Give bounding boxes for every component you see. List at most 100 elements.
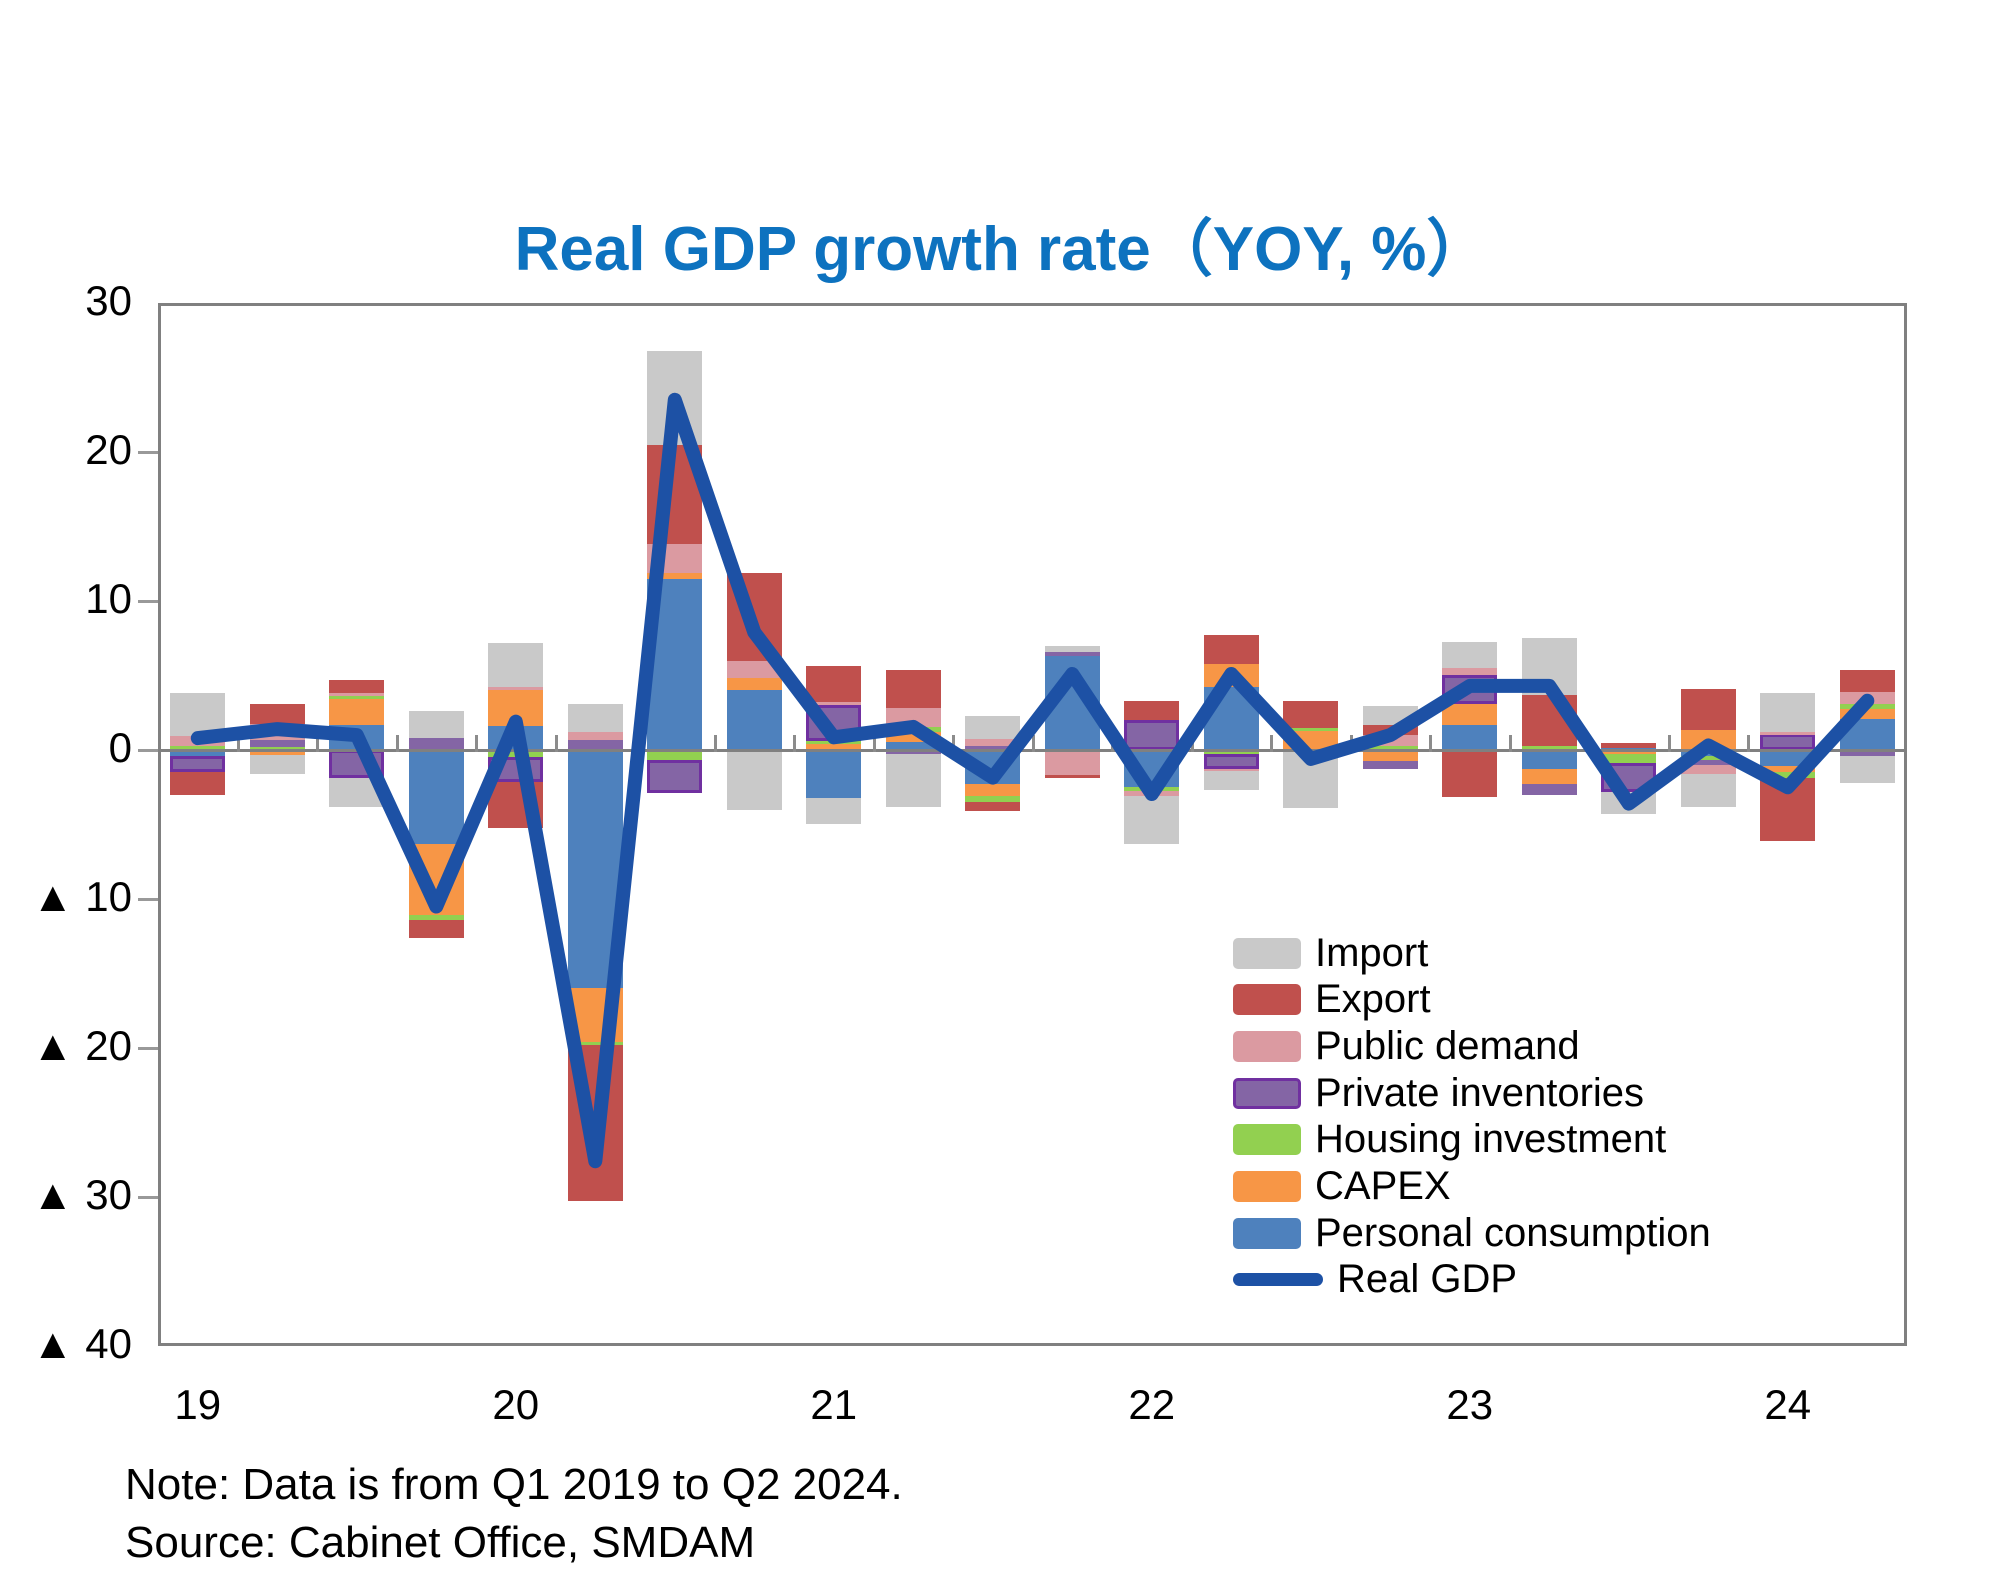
bar-segment-housing-investment bbox=[329, 696, 385, 700]
bar-segment-export bbox=[806, 665, 862, 702]
bar-segment-private-inventories bbox=[1124, 720, 1180, 750]
x-axis-year-label: 20 bbox=[492, 1381, 540, 1428]
bar-segment-personal-consumption bbox=[1124, 750, 1180, 788]
legend-label: Public demand bbox=[1315, 1023, 1580, 1068]
bar-segment-housing-investment bbox=[647, 750, 703, 761]
bar-segment-public-demand bbox=[1044, 750, 1100, 775]
legend-label: Export bbox=[1315, 977, 1431, 1022]
bar-segment-export bbox=[1362, 724, 1418, 736]
bar-segment-import bbox=[1442, 641, 1498, 669]
bar-segment-personal-consumption bbox=[726, 690, 782, 750]
bar-segment-import bbox=[567, 703, 623, 733]
bar-segment-export bbox=[1521, 694, 1577, 746]
bar-segment-public-demand bbox=[329, 692, 385, 697]
legend-item: Private inventories bbox=[1233, 1070, 1645, 1115]
bar-segment-personal-consumption bbox=[1760, 750, 1816, 767]
legend-label: Private inventories bbox=[1315, 1070, 1645, 1115]
y-axis-tick bbox=[138, 450, 158, 454]
bar-segment-housing-investment bbox=[1601, 754, 1657, 763]
bar-segment-export bbox=[647, 445, 703, 544]
bar-segment-export bbox=[965, 802, 1021, 812]
bar-segment-personal-consumption bbox=[965, 750, 1021, 785]
bar-segment-private-inventories bbox=[488, 756, 544, 783]
legend-item: CAPEX bbox=[1233, 1164, 1451, 1208]
bar-segment-private-inventories bbox=[1442, 674, 1498, 704]
bar-segment-private-inventories bbox=[806, 704, 862, 742]
legend-item: Import bbox=[1233, 931, 1428, 975]
bar-segment-import bbox=[488, 643, 544, 687]
legend-item: Public demand bbox=[1233, 1023, 1580, 1068]
bar-segment-export bbox=[1044, 774, 1100, 779]
bar-segment-export bbox=[488, 782, 544, 829]
quarter-tick bbox=[1667, 735, 1671, 752]
bar-segment-import bbox=[1203, 770, 1259, 791]
bar-segment-private-inventories bbox=[329, 750, 385, 779]
bar-segment-personal-consumption bbox=[1442, 724, 1498, 750]
legend-swatch bbox=[1233, 984, 1301, 1016]
x-axis-year-label: 21 bbox=[810, 1381, 858, 1428]
plot-area bbox=[158, 303, 1907, 1346]
bar-segment-export bbox=[329, 679, 385, 693]
quarter-tick bbox=[316, 735, 319, 752]
bar-segment-private-inventories bbox=[170, 755, 226, 773]
bar-segment-personal-consumption bbox=[806, 750, 862, 798]
bar-segment-private-inventories bbox=[249, 740, 305, 748]
bar-segment-capex bbox=[1442, 703, 1498, 725]
bar-segment-export bbox=[1283, 700, 1339, 728]
bar-segment-import bbox=[408, 711, 464, 739]
quarter-tick bbox=[554, 735, 558, 752]
bar-segment-export bbox=[567, 1045, 623, 1202]
bar-segment-export bbox=[1203, 634, 1259, 665]
bar-segment-public-demand bbox=[726, 661, 782, 678]
bar-segment-export bbox=[1601, 742, 1657, 748]
quarter-tick bbox=[1826, 735, 1830, 752]
bar-segment-personal-consumption bbox=[488, 726, 544, 750]
bar-segment-import bbox=[1283, 750, 1339, 809]
y-axis-tick-label: 0 bbox=[108, 724, 132, 771]
bar-segment-export bbox=[726, 573, 782, 662]
bar-segment-personal-consumption bbox=[1203, 686, 1259, 750]
bar-segment-capex bbox=[488, 688, 544, 727]
bar-segment-housing-investment bbox=[806, 741, 862, 745]
quarter-tick bbox=[1349, 735, 1353, 752]
bar-segment-capex bbox=[1521, 769, 1577, 785]
y-axis-tick-label: ▲ 10 bbox=[32, 873, 132, 920]
bar-segment-public-demand bbox=[1680, 764, 1736, 774]
quarter-tick bbox=[1031, 735, 1035, 752]
bar-segment-public-demand bbox=[567, 732, 623, 740]
bar-segment-import bbox=[249, 755, 305, 774]
bar-segment-personal-consumption bbox=[408, 750, 464, 844]
bar-segment-public-demand bbox=[488, 686, 544, 690]
bar-segment-capex bbox=[408, 843, 464, 916]
x-axis-year-label: 22 bbox=[1128, 1381, 1176, 1428]
bar-segment-public-demand bbox=[965, 738, 1021, 746]
legend-swatch bbox=[1233, 1030, 1301, 1062]
bar-segment-housing-investment bbox=[885, 726, 941, 733]
bar-segment-capex bbox=[1203, 664, 1259, 687]
quarter-tick bbox=[634, 735, 637, 752]
bar-segment-public-demand bbox=[1362, 735, 1418, 746]
bar-segment-capex bbox=[726, 677, 782, 691]
bar-segment-import bbox=[806, 797, 862, 825]
bar-segment-import bbox=[1521, 638, 1577, 695]
bar-segment-personal-consumption bbox=[329, 724, 385, 750]
source-text: Source: Cabinet Office, SMDAM bbox=[125, 1518, 756, 1567]
bar-segment-personal-consumption bbox=[647, 578, 703, 750]
quarter-tick bbox=[713, 735, 717, 752]
y-axis-tick-label: 20 bbox=[85, 426, 132, 473]
legend-item: Real GDP bbox=[1233, 1257, 1517, 1301]
quarter-tick bbox=[395, 735, 399, 752]
bar-segment-export bbox=[1839, 670, 1895, 692]
bar-segment-capex bbox=[329, 698, 385, 725]
quarter-tick bbox=[952, 735, 955, 752]
bar-segment-import bbox=[329, 778, 385, 807]
bar-segment-public-demand bbox=[647, 543, 703, 573]
bar-segment-personal-consumption bbox=[1521, 750, 1577, 770]
y-axis-tick bbox=[138, 599, 158, 603]
y-axis-tick bbox=[138, 1046, 158, 1050]
legend-swatch bbox=[1233, 1273, 1323, 1287]
quarter-tick bbox=[1190, 735, 1194, 752]
bar-segment-import bbox=[170, 693, 226, 736]
bar-segment-private-inventories bbox=[1362, 761, 1418, 770]
